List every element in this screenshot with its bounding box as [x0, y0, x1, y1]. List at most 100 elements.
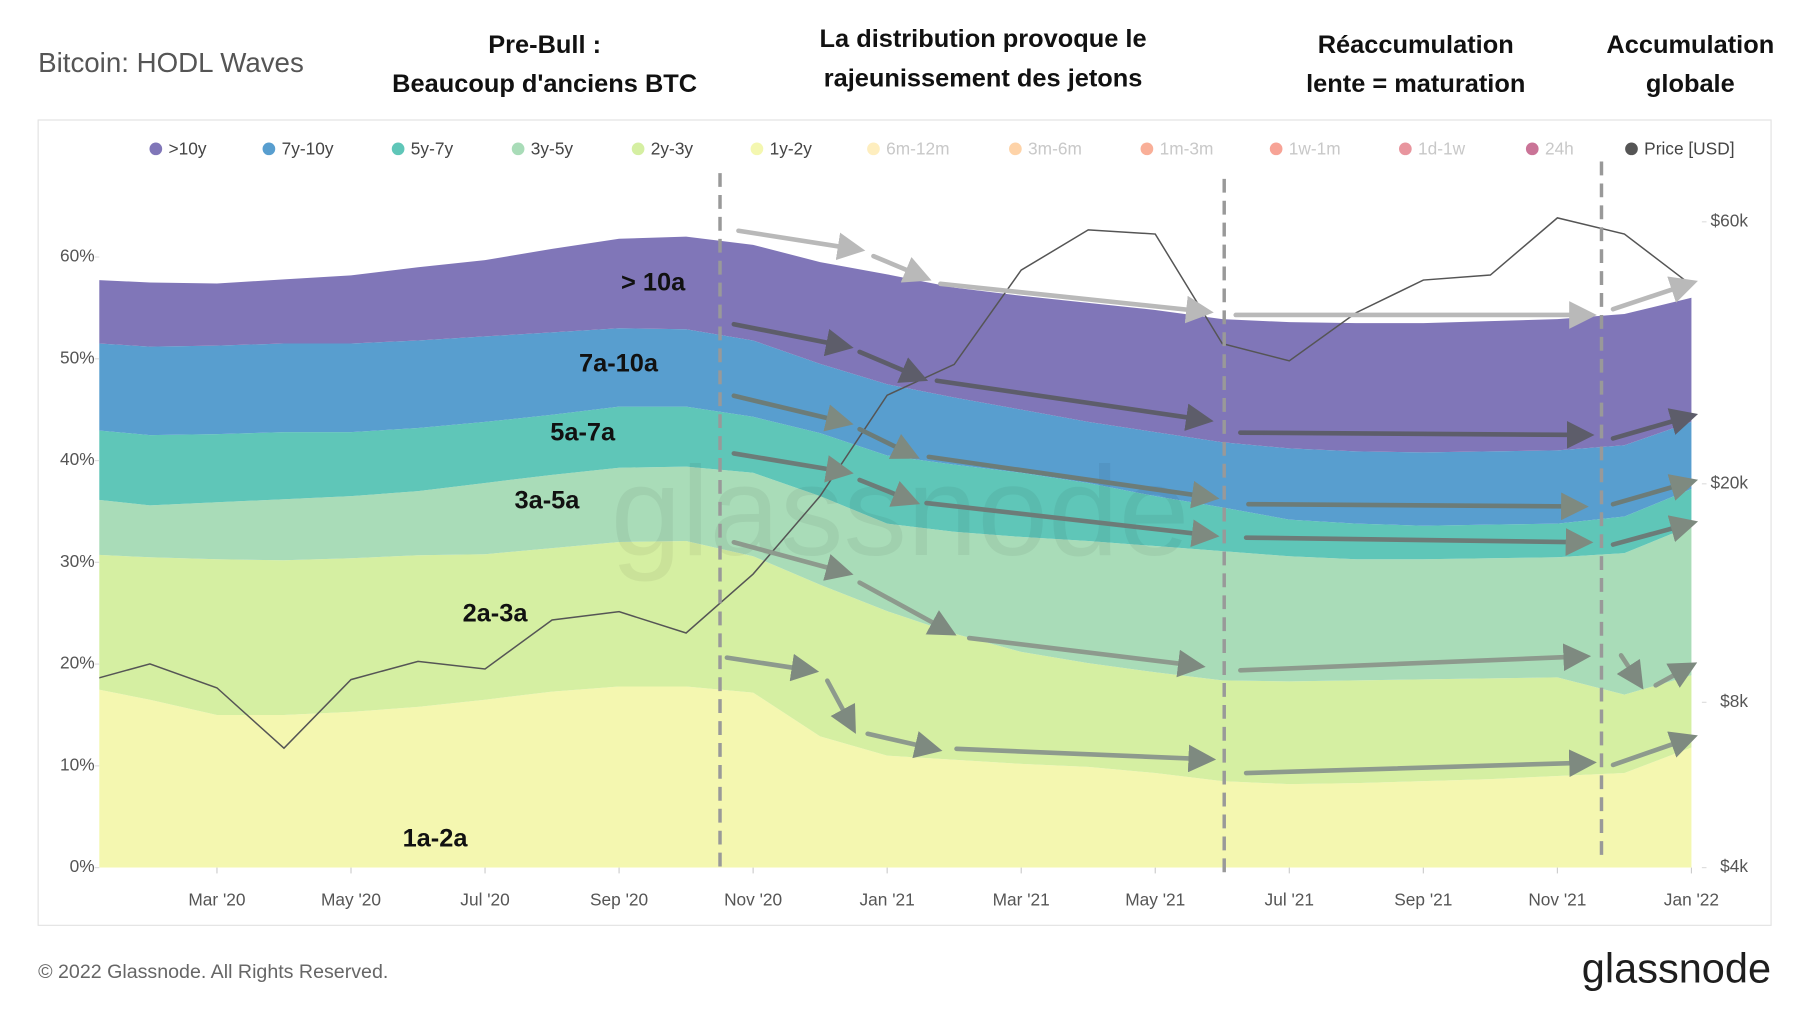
- arrow: [1246, 492, 1589, 521]
- x-tick-label: Nov '21: [1528, 890, 1586, 910]
- arrow: [724, 653, 820, 682]
- legend-label: 3y-5y: [531, 139, 574, 159]
- arrow: [1653, 662, 1698, 688]
- legend-marker: [391, 142, 405, 156]
- phase-dividers: [718, 161, 1604, 874]
- arrow: [966, 635, 1206, 678]
- legend-marker: [1625, 142, 1638, 156]
- arrow: [857, 477, 921, 507]
- x-tick-label: Jan '21: [860, 890, 915, 910]
- area: [99, 540, 1692, 785]
- arrow-row: [731, 321, 1699, 449]
- legend-label: 1w-1m: [1289, 139, 1341, 159]
- x-tick-label: Sep '20: [590, 890, 648, 910]
- area: [99, 466, 1692, 695]
- x-tick-label: Jan '22: [1664, 890, 1719, 910]
- arrow: [857, 426, 920, 459]
- arrow: [1243, 749, 1597, 778]
- arrow: [1238, 643, 1592, 673]
- band-label: 3a-5a: [514, 487, 580, 515]
- legend-marker: [750, 142, 764, 156]
- arrow: [825, 678, 856, 734]
- arrow: [871, 253, 932, 283]
- logo: glassnode: [1582, 944, 1771, 991]
- area: [99, 236, 1692, 453]
- phase-label: Réaccumulation: [1318, 31, 1514, 59]
- legend-label: 1d-1w: [1418, 139, 1466, 159]
- price-layer: [99, 217, 1692, 750]
- legend-label: 7y-10y: [282, 139, 334, 159]
- x-tick-label: Nov '20: [724, 890, 782, 910]
- legend-label: 2y-3y: [651, 139, 694, 159]
- y-tick-label: 50%: [60, 347, 95, 367]
- arrow: [1616, 653, 1644, 690]
- y-tick-label: 10%: [60, 754, 95, 774]
- legend-marker: [867, 142, 880, 156]
- legend-label: >10y: [169, 139, 207, 159]
- arrow: [934, 378, 1214, 431]
- arrow: [954, 744, 1217, 773]
- price-line: [99, 217, 1692, 750]
- arrow: [736, 228, 866, 261]
- arrow: [857, 349, 929, 383]
- y-tick-label: 40%: [60, 449, 95, 469]
- areas: [99, 236, 1692, 868]
- footer: © 2022 Glassnode. All Rights Reserved.: [38, 961, 388, 983]
- phase-label: globale: [1646, 70, 1735, 98]
- arrow: [731, 321, 854, 357]
- legend-label: Price [USD]: [1644, 139, 1734, 159]
- legend-marker: [631, 142, 645, 156]
- y-tick-label: 60%: [60, 246, 95, 266]
- legend-marker: [149, 142, 163, 156]
- x-tick-label: May '20: [321, 890, 381, 910]
- phase-label: Pre-Bull :: [488, 31, 601, 59]
- arrow: [1610, 276, 1698, 312]
- x-tick-label: Mar '20: [188, 890, 245, 910]
- arrow: [731, 451, 854, 483]
- x-tick-label: Jul '20: [460, 890, 509, 910]
- legend-label: 1m-3m: [1160, 139, 1214, 159]
- watermark: glassnode: [611, 440, 1190, 582]
- arrow: [1243, 528, 1594, 556]
- band-label: > 10a: [621, 269, 686, 297]
- legend-label: 1y-2y: [770, 139, 813, 159]
- x-tick-label: Sep '21: [1394, 890, 1452, 910]
- phase-label: Accumulation: [1606, 31, 1774, 59]
- area: [99, 686, 1692, 868]
- legend-marker: [511, 142, 525, 156]
- arrow: [1610, 474, 1699, 507]
- legend-label: 3m-6m: [1028, 139, 1082, 159]
- x-tick-label: Mar '21: [993, 890, 1050, 910]
- arrow: [926, 454, 1220, 509]
- legend-marker: [1525, 142, 1539, 156]
- phase-label: lente = maturation: [1306, 70, 1525, 98]
- arrow: [731, 393, 854, 432]
- arrow-row: [724, 539, 1698, 778]
- y2-tick-label: $4k: [1720, 856, 1748, 876]
- arrows: [724, 228, 1699, 778]
- y-tick-label: 30%: [60, 551, 95, 571]
- legend-label: 24h: [1545, 139, 1574, 159]
- arrow-row: [731, 393, 1699, 556]
- arrow: [857, 580, 957, 636]
- y2-tick-label: $60k: [1710, 210, 1748, 230]
- phase-label: Beaucoup d'anciens BTC: [392, 70, 697, 98]
- y-tick-label: 20%: [60, 653, 95, 673]
- legend-marker: [1269, 142, 1283, 156]
- chart-title: Bitcoin: HODL Waves: [38, 47, 304, 78]
- legend-marker: [1399, 142, 1412, 156]
- legend-label: 5y-7y: [411, 139, 454, 159]
- legend-marker: [262, 142, 276, 156]
- legend-label: 6m-12m: [886, 139, 949, 159]
- arrow-row: [736, 228, 1698, 329]
- x-tick-label: May '21: [1125, 890, 1185, 910]
- band-label: 7a-10a: [579, 349, 659, 377]
- arrow: [865, 731, 943, 759]
- y2-tick-label: $8k: [1720, 691, 1748, 711]
- area: [99, 328, 1692, 526]
- band-label: 2a-3a: [463, 600, 529, 628]
- y-tick-label: 0%: [70, 856, 95, 876]
- arrow: [924, 500, 1220, 548]
